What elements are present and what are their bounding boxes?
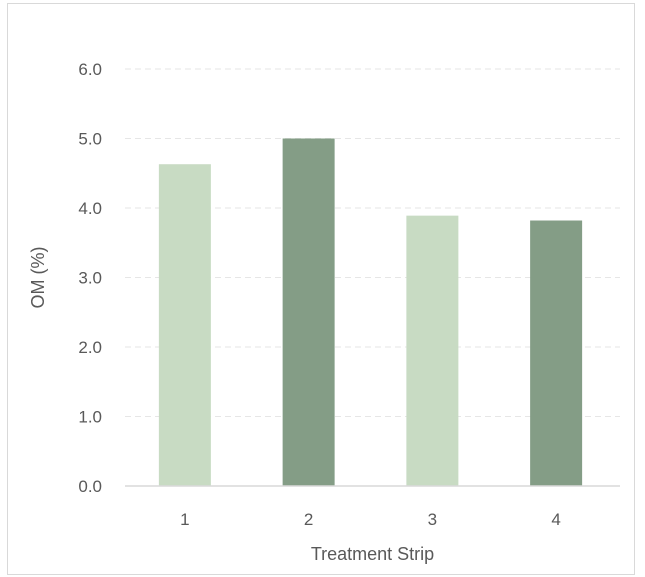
x-tick-label: 4	[551, 510, 560, 529]
y-axis-title: OM (%)	[28, 247, 48, 309]
y-tick-label: 0.0	[78, 477, 102, 496]
bar-1	[158, 164, 211, 486]
y-tick-labels: 0.0 1.0 2.0 3.0 4.0 5.0 6.0	[78, 60, 102, 496]
y-tick-label: 5.0	[78, 130, 102, 149]
y-tick-label: 4.0	[78, 199, 102, 218]
x-tick-labels: 1 2 3 4	[180, 510, 561, 529]
y-tick-label: 3.0	[78, 269, 102, 288]
y-tick-label: 1.0	[78, 408, 102, 427]
x-axis-title: Treatment Strip	[311, 544, 434, 564]
bar-2	[282, 138, 335, 486]
bar-3	[406, 215, 459, 486]
bar-4	[530, 220, 583, 486]
y-tick-label: 6.0	[78, 60, 102, 79]
x-tick-label: 1	[180, 510, 189, 529]
y-tick-label: 2.0	[78, 338, 102, 357]
x-tick-label: 2	[304, 510, 313, 529]
x-tick-label: 3	[428, 510, 437, 529]
bars	[158, 138, 583, 486]
